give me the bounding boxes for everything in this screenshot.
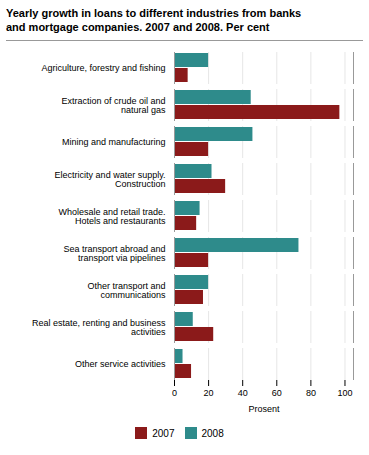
- svg-text:Prosent: Prosent: [248, 403, 280, 413]
- svg-text:100: 100: [337, 387, 352, 397]
- svg-text:Wholesale and retail trade.Hot: Wholesale and retail trade.Hotels and re…: [58, 206, 166, 225]
- svg-text:Agriculture, forestry and fish: Agriculture, forestry and fishing: [41, 63, 165, 73]
- svg-text:Real estate, renting and busin: Real estate, renting and businessactivit…: [32, 317, 166, 336]
- svg-text:40: 40: [238, 387, 248, 397]
- svg-text:20: 20: [204, 387, 214, 397]
- svg-text:80: 80: [306, 387, 316, 397]
- html-text:2008: 2008: [201, 427, 224, 439]
- svg-text:Mining and manufacturing: Mining and manufacturing: [62, 137, 166, 147]
- svg-text:Other transport andcommunicati: Other transport andcommunications: [87, 280, 166, 299]
- svg-text:Sea transport abroad andtransp: Sea transport abroad andtransport via pi…: [63, 243, 166, 262]
- svg-text:60: 60: [272, 387, 282, 397]
- svg-text:Electricity and water supply.C: Electricity and water supply.Constructio…: [55, 169, 166, 188]
- svg-text:Other service activities: Other service activities: [75, 359, 166, 369]
- html-text:Yearly growth in loans to diff: Yearly growth in loans to different indu…: [6, 7, 302, 34]
- html-text:2007: 2007: [152, 427, 175, 439]
- svg-text:Extraction of crude oil andnat: Extraction of crude oil andnatural gas: [61, 95, 166, 114]
- svg-text:0: 0: [172, 387, 177, 397]
